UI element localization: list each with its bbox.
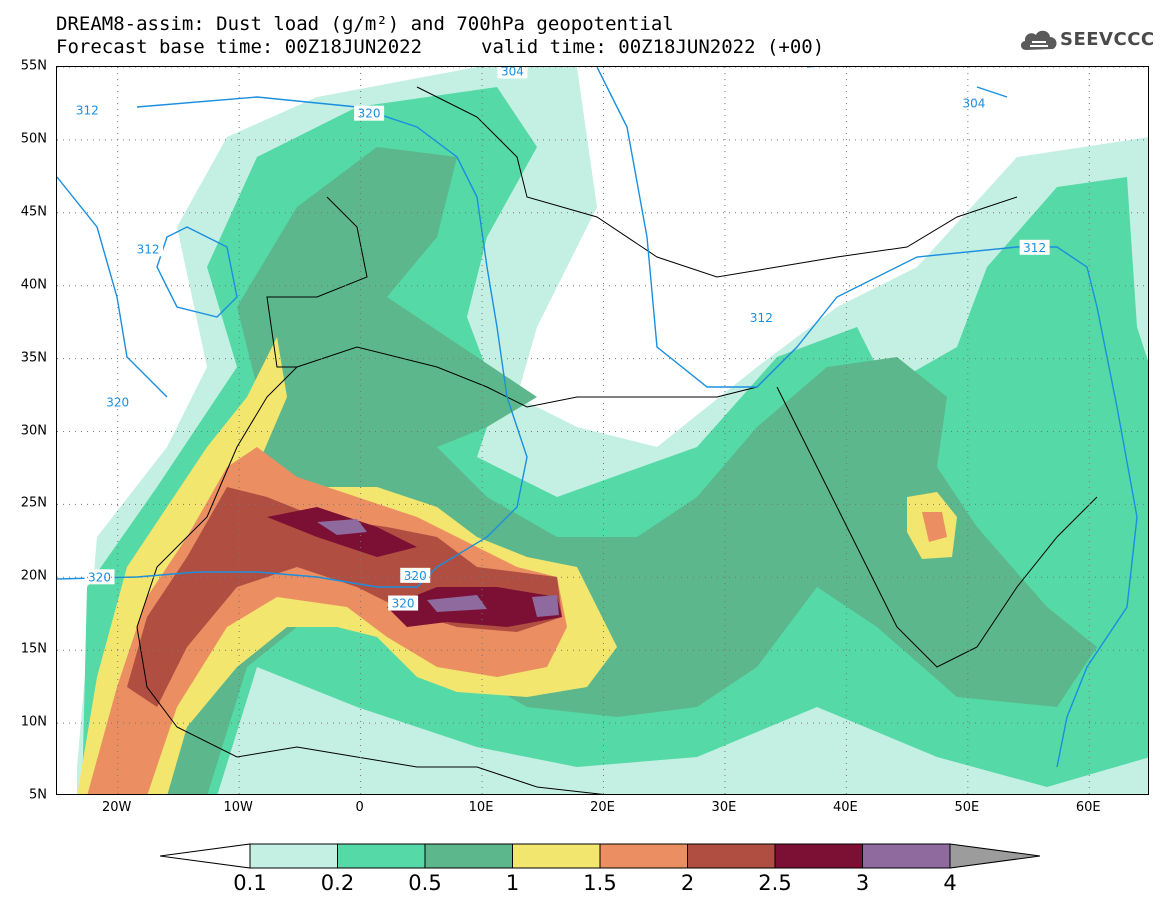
- colorbar: [160, 843, 1041, 869]
- lat-label-40N: 40N: [20, 277, 47, 293]
- isoline-304-north: [596, 67, 1138, 768]
- lon-label-40E: 40E: [832, 800, 858, 815]
- lon-label-50E: 50E: [954, 800, 980, 815]
- colorbar-label: 2: [680, 871, 695, 895]
- lat-label-45N: 45N: [20, 204, 47, 220]
- isoline-label: 312: [1023, 241, 1046, 255]
- colorbar-segment: [774, 843, 863, 869]
- geopotential-isolines: [57, 67, 1138, 768]
- colorbar-segment: [512, 843, 601, 869]
- lon-label-0: 0: [355, 800, 364, 815]
- isoline-label: 320: [358, 107, 381, 121]
- map-subtitle: Forecast base time: 00Z18JUN2022 valid ti…: [56, 36, 824, 58]
- colorbar-label: 0.2: [320, 871, 355, 895]
- lat-label-10N: 10N: [20, 714, 47, 730]
- lat-lon-gridlines: [57, 67, 1148, 794]
- colorbar-segment: [949, 843, 1041, 869]
- isoline-label: 312: [137, 242, 160, 256]
- isoline-304-ne: [807, 67, 1008, 98]
- dust-load-map: 312 320 304 304 312 320 312 312 320 320 320: [56, 66, 1149, 795]
- lat-label-30N: 30N: [20, 423, 47, 438]
- isoline-label: 304: [501, 67, 524, 78]
- colorbar-segment: [599, 843, 688, 869]
- isoline-label-bg: [746, 309, 777, 325]
- lon-label-30E: 30E: [711, 800, 737, 815]
- isoline-label-bg: [133, 241, 164, 257]
- dust-level-0-5: [97, 147, 1097, 794]
- dust-contours: [77, 67, 1148, 794]
- isoline-312-loop: [156, 226, 238, 318]
- colorbar-label: 1: [505, 871, 520, 895]
- dust-level-2-5: [267, 507, 562, 627]
- lon-label-60E: 60E: [1075, 800, 1101, 815]
- colorbar-label: 2.5: [758, 871, 792, 895]
- seevccc-logo: SEEVCCC: [1018, 26, 1154, 56]
- isoline-label: 312: [750, 311, 773, 325]
- colorbar-label: 0.5: [408, 871, 442, 895]
- dust-level-2: [127, 487, 562, 707]
- isoline-label: 304: [962, 96, 985, 110]
- isoline-label-bg: [1019, 239, 1050, 255]
- colorbar-segment: [862, 843, 951, 869]
- isoline-label-bg: [72, 102, 103, 118]
- lat-label-35N: 35N: [20, 350, 47, 366]
- isoline-label: 320: [392, 597, 415, 611]
- isoline-312-west: [57, 96, 528, 588]
- colorbar-segment: [160, 843, 251, 869]
- colorbar-label: 1.5: [583, 871, 617, 895]
- lat-label-5N: 5N: [29, 787, 47, 803]
- colorbar-label: 0.1: [233, 871, 267, 895]
- logo-text: SEEVCCC: [1060, 29, 1155, 50]
- isoline-320-west: [57, 176, 168, 398]
- coastline-europe-africa: [136, 196, 604, 794]
- isoline-label: 320: [106, 395, 129, 409]
- lat-label-55N: 55N: [20, 58, 47, 74]
- isoline-label: 312: [76, 104, 99, 118]
- isoline-label-bg: [400, 567, 431, 583]
- lat-label-15N: 15N: [20, 641, 47, 657]
- lat-label-20N: 20N: [20, 568, 47, 584]
- colorbar-label: 3: [855, 871, 870, 895]
- isoline-label-bg: [958, 95, 989, 111]
- isoline-label: 320: [404, 569, 427, 583]
- lat-label-50N: 50N: [20, 131, 47, 147]
- coastline-red-sea: [776, 386, 1098, 668]
- lon-label-10W: 10W: [223, 800, 253, 815]
- colorbar-segment: [424, 843, 513, 869]
- colorbar-segment: [337, 843, 426, 869]
- isoline-label-bg: [354, 105, 385, 121]
- isoline-label-bg: [497, 67, 528, 79]
- dust-level-1-5-hotspot-iran: [922, 512, 947, 542]
- dust-level-3: [317, 519, 559, 617]
- cloud-logo-icon: [1020, 30, 1057, 50]
- coastline-north: [416, 86, 1018, 278]
- map-title: DREAM8-assim: Dust load (g/m²) and 700hP…: [56, 13, 674, 35]
- forecast-base-time: Forecast base time: 00Z18JUN2022: [56, 36, 423, 58]
- valid-time: valid time: 00Z18JUN2022 (+00): [481, 36, 825, 58]
- colorbar-segment: [687, 843, 776, 869]
- isoline-label-bg: [102, 394, 133, 410]
- lon-label-20W: 20W: [102, 800, 132, 815]
- colorbar-segment: [249, 843, 338, 869]
- isoline-label-bg: [388, 595, 419, 611]
- lon-label-10E: 10E: [468, 800, 494, 815]
- lon-label-20E: 20E: [590, 800, 615, 815]
- lat-label-25N: 25N: [20, 495, 47, 511]
- colorbar-label: 4: [943, 871, 957, 895]
